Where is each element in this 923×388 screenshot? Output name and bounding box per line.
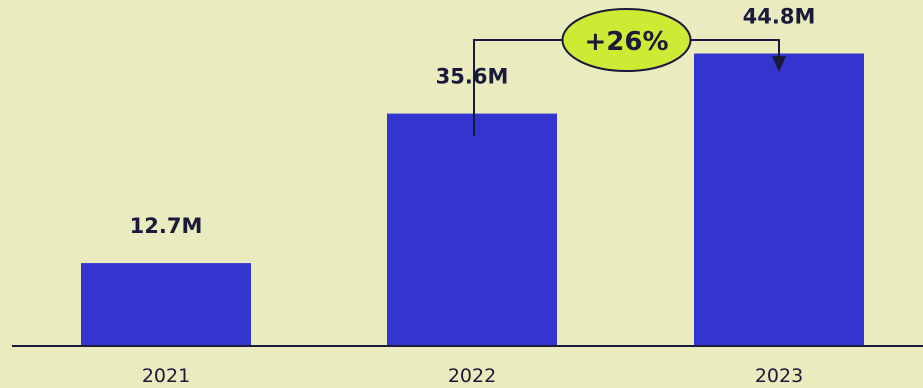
bar-2023 xyxy=(694,53,864,346)
bar-2022 xyxy=(387,113,557,346)
value-label-2021: 12.7M xyxy=(130,214,203,238)
value-label-2023: 44.8M xyxy=(743,5,816,29)
change-label: +26% xyxy=(584,27,668,57)
tick-label-2021: 2021 xyxy=(142,365,190,387)
bars-layer xyxy=(81,53,864,346)
bar-2021 xyxy=(81,263,251,346)
change-annotation: +26% xyxy=(473,8,786,136)
change-badge xyxy=(561,8,692,72)
tick-label-2023: 2023 xyxy=(755,365,803,387)
labels-layer: 12.7M 2021 35.6M 2022 44.8M 2023 xyxy=(130,5,816,387)
value-label-2022: 35.6M xyxy=(436,65,509,89)
arrow-down-icon xyxy=(772,56,786,72)
tick-label-2022: 2022 xyxy=(448,365,496,387)
